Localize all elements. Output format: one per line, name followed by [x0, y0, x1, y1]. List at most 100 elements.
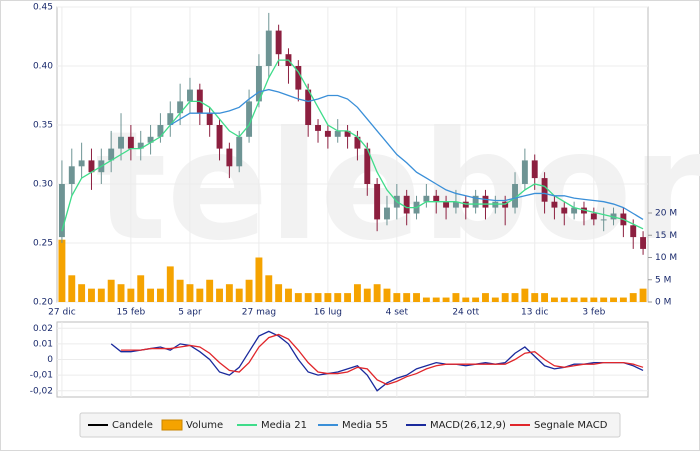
volume-bar — [521, 288, 529, 302]
volume-bar — [78, 284, 86, 302]
candle-body — [295, 66, 302, 90]
volume-bar — [501, 293, 509, 302]
legend-label[interactable]: Segnale MACD — [534, 420, 608, 431]
candle-body — [423, 195, 430, 202]
legend-label[interactable]: Media 55 — [342, 420, 388, 431]
y-tick-label: 0.02 — [33, 324, 53, 334]
volume-bar — [570, 297, 578, 302]
volume-bar — [186, 284, 194, 302]
candle-body — [187, 89, 193, 102]
candle-body — [137, 142, 144, 149]
watermark: teleborsa — [95, 100, 700, 274]
volume-bar — [147, 288, 155, 302]
x-tick-label: 3 feb — [582, 308, 605, 318]
candle-body — [600, 219, 607, 221]
volume-bar — [117, 284, 125, 302]
volume-bar — [304, 293, 312, 302]
candle-body — [630, 225, 637, 238]
legend-label[interactable]: MACD(26,12,9) — [430, 420, 506, 431]
candle-body — [551, 201, 558, 208]
x-tick-label: 24 ott — [452, 308, 479, 318]
volume-bar — [225, 284, 233, 302]
x-tick-label: 5 apr — [178, 308, 202, 318]
volume-bar — [541, 293, 549, 302]
volume-bar — [491, 297, 499, 302]
candle-body — [177, 101, 184, 114]
volume-bar — [137, 275, 145, 302]
volume-bar — [127, 288, 135, 302]
candle-body — [640, 237, 647, 249]
volume-bar — [294, 293, 302, 302]
macd-line — [121, 333, 644, 386]
candle-body — [265, 30, 272, 67]
candle-body — [531, 160, 538, 179]
y2-tick-label: 15 M — [655, 231, 677, 241]
volume-bar — [88, 288, 95, 302]
legend-label[interactable]: Candele — [112, 420, 153, 431]
candle-body — [206, 113, 213, 125]
candle-body — [344, 130, 351, 137]
volume-bar — [432, 297, 440, 302]
candle-body — [561, 207, 568, 214]
candle-body — [127, 136, 134, 149]
candle-body — [236, 136, 243, 167]
x-tick-label: 27 mag — [242, 308, 276, 318]
candle-body — [68, 166, 75, 184]
candle-body — [571, 207, 578, 214]
candle-body — [255, 66, 262, 102]
volume-bar — [610, 297, 617, 302]
volume-bar — [442, 297, 450, 302]
volume-bar — [334, 293, 342, 302]
legend-swatch — [161, 419, 183, 431]
volume-bar — [403, 293, 411, 302]
volume-bar — [619, 297, 627, 302]
volume-bar — [166, 266, 174, 302]
candle-body — [452, 201, 459, 208]
y-tick-label: 0.45 — [33, 3, 53, 13]
candle-body — [216, 125, 223, 149]
y-tick-label: 0 — [47, 355, 53, 365]
moving-average-line — [169, 88, 644, 220]
volume-bar — [107, 279, 115, 302]
y-tick-label: 0.30 — [33, 180, 53, 190]
candle-body — [354, 136, 361, 149]
volume-bar — [196, 288, 204, 302]
volume-bar — [550, 297, 558, 302]
volume-bar — [511, 293, 519, 302]
volume-bar — [629, 293, 637, 302]
volume-bar — [206, 279, 214, 302]
y2-tick-label: 0 M — [655, 298, 671, 308]
volume-bar — [373, 284, 381, 302]
volume-bar — [255, 257, 263, 302]
volume-bar — [353, 284, 361, 302]
y-tick-label: 0.40 — [33, 62, 53, 72]
candle-body — [78, 160, 85, 167]
candle-body — [324, 130, 331, 137]
volume-bar — [482, 293, 489, 302]
volume-bar — [265, 275, 273, 302]
volume-bar — [97, 288, 105, 302]
candle-body — [305, 89, 312, 125]
candle-body — [482, 195, 489, 208]
volume-bar — [580, 297, 588, 302]
volume-bar — [452, 293, 460, 302]
candle-body — [118, 136, 124, 149]
volume-bar — [58, 239, 66, 302]
candle-body — [88, 160, 95, 173]
candle-body — [157, 125, 164, 137]
x-tick-label: 4 set — [386, 308, 409, 318]
candle-body — [58, 184, 65, 238]
volume-bar — [472, 297, 480, 302]
candle-body — [147, 136, 154, 143]
volume-bar — [531, 293, 539, 302]
candle-body — [472, 195, 479, 208]
volume-bar — [560, 297, 568, 302]
volume-bar — [156, 288, 164, 302]
x-tick-label: 13 dic — [521, 308, 549, 318]
legend-label[interactable]: Media 21 — [261, 420, 307, 431]
y2-tick-label: 10 M — [655, 253, 677, 263]
legend-label[interactable]: Volume — [186, 420, 223, 431]
volume-bar — [422, 297, 430, 302]
volume-bar — [235, 288, 243, 302]
volume-bar — [363, 288, 371, 302]
